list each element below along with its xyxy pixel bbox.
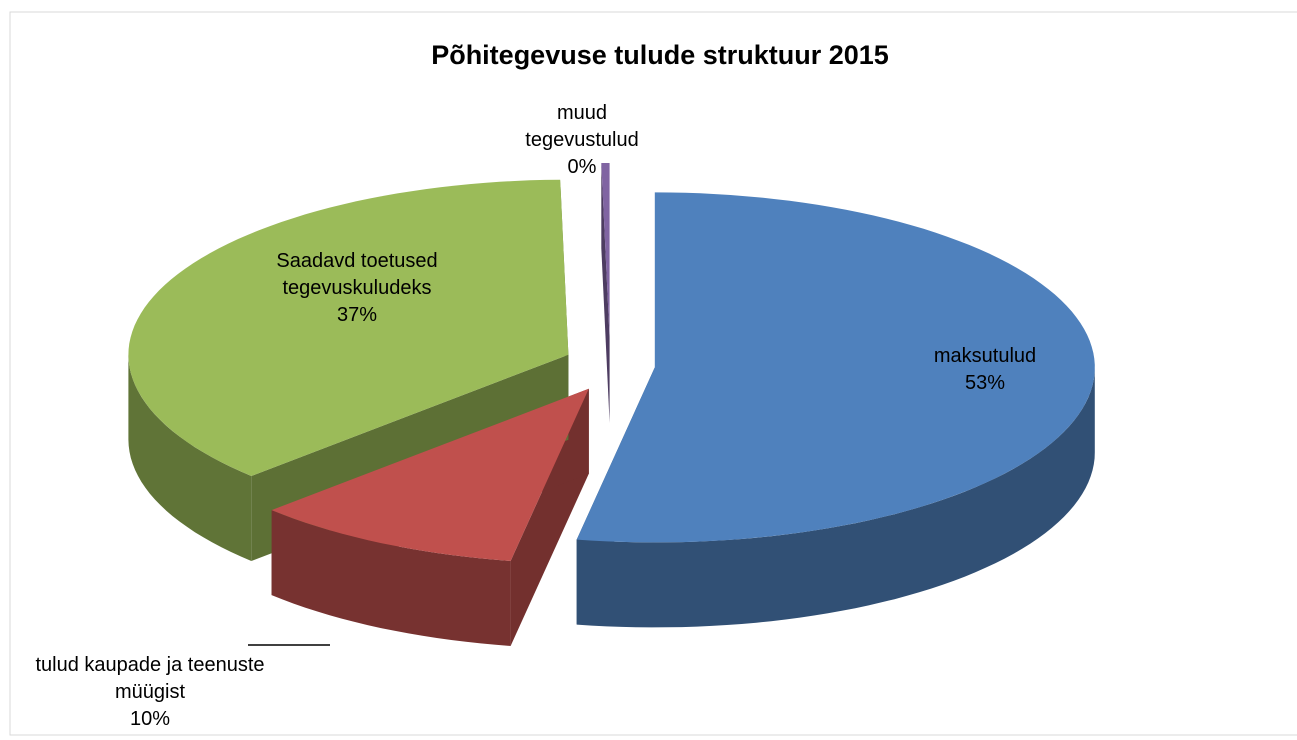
- data-label: Saadavd toetused tegevuskuludeks 37%: [252, 248, 462, 329]
- slice-side: [576, 367, 1095, 628]
- category-label: tulud kaupade ja teenuste müügist: [35, 654, 265, 703]
- category-label: Saadavd toetused tegevuskuludeks: [276, 250, 438, 299]
- category-label: muud tegevustulud: [525, 102, 639, 151]
- chart-border: [9, 11, 1297, 736]
- chart-title: Põhitegevuse tulude struktuur 2015: [431, 40, 889, 70]
- value-label: 0%: [567, 156, 597, 178]
- value-label: 10%: [129, 708, 171, 730]
- category-label: maksutulud: [933, 345, 1037, 367]
- slice-wall: [601, 163, 610, 423]
- data-label: tulud kaupade ja teenuste müügist 10%: [33, 652, 268, 733]
- value-label: 53%: [964, 372, 1006, 394]
- slice-side: [271, 510, 511, 646]
- value-label: 37%: [336, 304, 378, 326]
- slice-side: [128, 354, 252, 561]
- slice: [601, 163, 610, 338]
- slice: [128, 179, 569, 476]
- slice: [576, 192, 1095, 543]
- data-label: maksutulud 53%: [900, 343, 1070, 397]
- data-label: muud tegevustulud 0%: [512, 100, 652, 181]
- slice: [271, 388, 589, 561]
